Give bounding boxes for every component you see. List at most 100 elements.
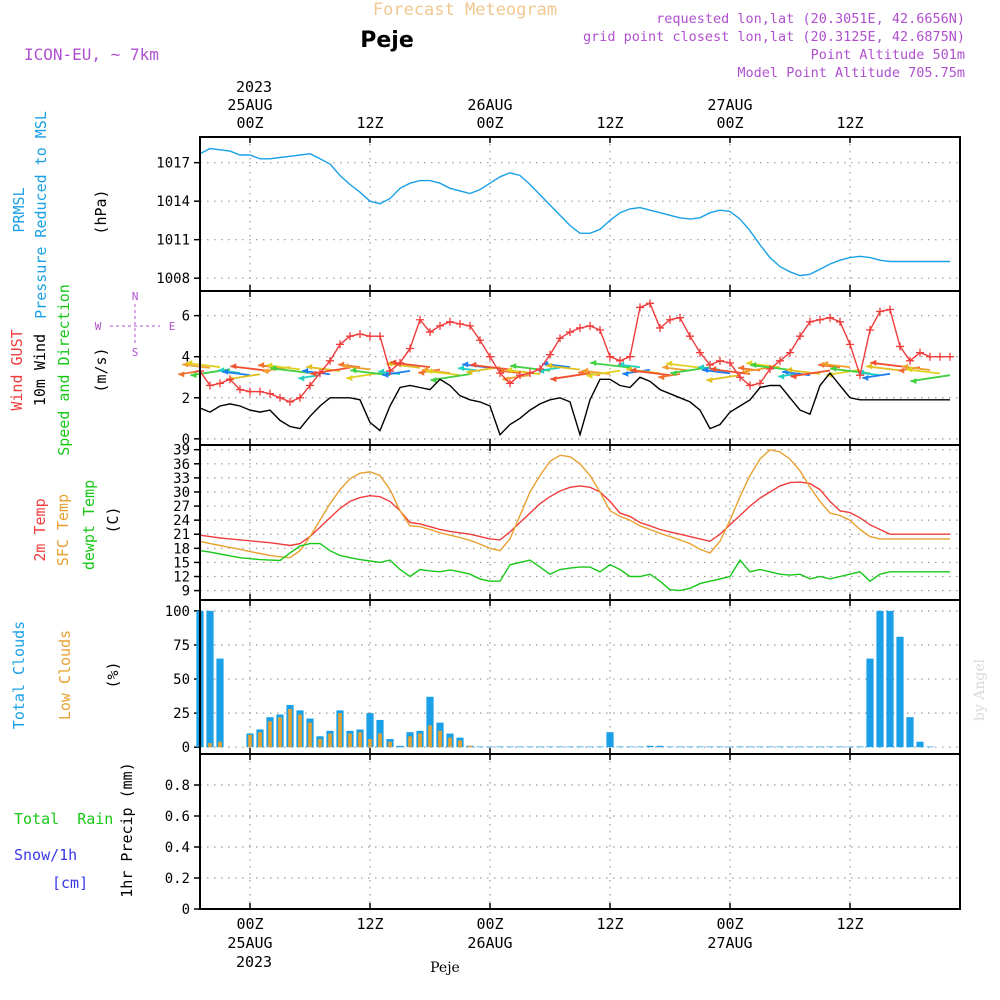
wind-arrow-head (426, 368, 433, 375)
wind-arrow-head (186, 360, 193, 367)
total-clouds-bar (546, 746, 554, 748)
total-clouds-bar (896, 636, 904, 748)
requested-coords: requested lon,lat (20.3051E, 42.6656N) (656, 11, 965, 27)
wind-arrow-head (866, 363, 873, 370)
pressure-frame (199, 136, 961, 292)
total-clouds-bar (846, 746, 854, 748)
total-clouds-bar (686, 746, 694, 748)
total-clouds-bar (856, 746, 864, 748)
total-clouds-bar (506, 746, 514, 748)
gust-point (766, 365, 774, 374)
bottom-hour-label: 12Z (836, 915, 863, 933)
wind-labels: Wind GUST 10m Wind Speed and Direction (… (8, 284, 175, 456)
pressure-ytick-label: 1014 (156, 194, 190, 210)
low-clouds-bar (288, 709, 292, 748)
gust-point (906, 356, 914, 365)
gust-point (416, 315, 424, 324)
low-clouds-bar (258, 732, 262, 748)
compass-w: W (95, 320, 102, 333)
bottom-date-label: 26AUG (467, 934, 512, 952)
total-clouds-bar (656, 745, 664, 748)
gust-point (776, 356, 784, 365)
prmsl-line (199, 147, 950, 277)
total-clouds-bar (576, 746, 584, 748)
wind-arrow-head (906, 366, 913, 373)
temp-units: (C) (104, 506, 122, 533)
lowclouds-label: Low Clouds (56, 630, 74, 720)
wind-arrow-head (378, 368, 385, 375)
wind-ytick-label: 0 (182, 432, 190, 448)
total-clouds-bar (556, 746, 564, 748)
gust-point (406, 344, 414, 353)
clouds-units: (%) (104, 661, 122, 688)
total-clouds-bar (496, 746, 504, 748)
total-clouds-bar (836, 746, 844, 748)
wind-arrow-head (902, 363, 909, 370)
cloud-labels: Total Clouds Low Clouds (%) (10, 621, 122, 729)
wind-arrow-head (350, 367, 357, 374)
low-clouds-bar (418, 733, 422, 748)
wind-arrow-head (710, 366, 717, 373)
top-hour-label: 12Z (836, 114, 863, 132)
gust-point (376, 332, 384, 341)
total-clouds-bar (706, 746, 714, 748)
compass-e: E (169, 320, 176, 333)
gust-point (496, 369, 504, 378)
low-clouds-bar (368, 739, 372, 748)
total-clouds-bar (676, 746, 684, 748)
gust-point (266, 389, 274, 398)
wind-arrow-head (666, 360, 673, 367)
total-clouds-bar (516, 746, 524, 748)
wind-arrow-head (550, 376, 557, 383)
wind-ytick-label: 2 (182, 391, 190, 407)
temperature-ytick-label: 15 (173, 555, 190, 571)
wind-arrow-head (870, 359, 877, 366)
temperature-ytick-label: 21 (173, 527, 190, 543)
10m-wind-line (199, 371, 950, 438)
total-clouds-bar (876, 610, 884, 748)
total-clouds-bar (626, 746, 634, 748)
total-clouds-bar (606, 732, 614, 748)
wind-arrow-head (898, 367, 905, 374)
total-clouds-bar (886, 610, 894, 748)
temp2m-label: 2m Temp (31, 498, 49, 561)
total-clouds-bar (786, 746, 794, 748)
temperature-ytick-label: 39 (173, 443, 190, 459)
wind-arrow-head (910, 378, 917, 385)
precipitation-ytick-label: 0.6 (165, 809, 190, 825)
totalclouds-label: Total Clouds (10, 621, 28, 729)
gust-point (436, 321, 444, 330)
top-hour-label: 12Z (356, 114, 383, 132)
bottom-hour-label: 00Z (716, 915, 743, 933)
wind-dir-label: Speed and Direction (55, 284, 73, 456)
wind-gust-line (199, 302, 950, 403)
wind-arrow-head (630, 367, 637, 374)
wind-arrow-head (346, 375, 353, 382)
wind-arrow-head (230, 363, 237, 370)
gust-point (356, 330, 364, 339)
wind-arrow-head (266, 362, 273, 369)
gust-point (916, 348, 924, 357)
bottom-hour-label: 00Z (476, 915, 503, 933)
gust-point (926, 352, 934, 361)
total-clouds-bar (586, 746, 594, 748)
low-clouds-bar (208, 743, 212, 748)
top-year: 2023 (236, 78, 272, 96)
wind-arrow-head (862, 375, 869, 382)
gust-point (806, 317, 814, 326)
wind-arrow-head (342, 363, 349, 370)
wind-arrow-head (790, 373, 797, 380)
sfc-temp-line (199, 448, 950, 559)
low-clouds-bar (458, 740, 462, 748)
total-clouds-bar (216, 658, 224, 748)
low-clouds-bar (298, 714, 302, 748)
clouds-frame (199, 599, 961, 755)
gust-point (726, 358, 734, 367)
gust-label: Wind GUST (8, 329, 26, 410)
gust-point (366, 332, 374, 341)
total-clouds-bar (916, 741, 924, 748)
temperature-ytick-label: 12 (173, 570, 190, 586)
gust-point (386, 367, 394, 376)
wind-arrow-head (670, 370, 677, 377)
gust-point (556, 334, 564, 343)
